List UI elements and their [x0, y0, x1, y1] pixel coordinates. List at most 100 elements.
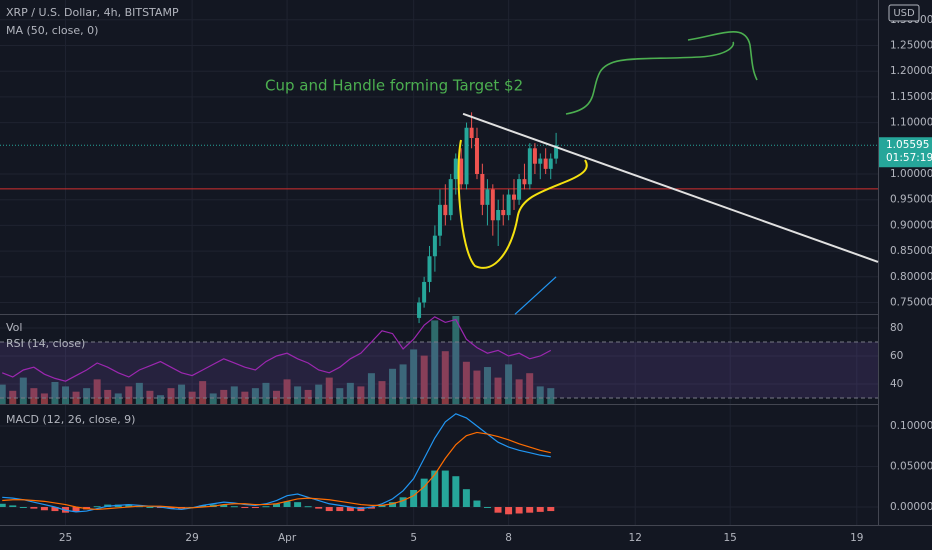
volume-bar [483, 367, 491, 404]
volume-bar [410, 349, 418, 404]
volume-bar [156, 395, 164, 404]
candle-body [469, 127, 474, 139]
candle-body [464, 127, 469, 185]
volume-bar [378, 381, 386, 404]
currency-label: USD [893, 8, 915, 19]
volume-bar [441, 351, 449, 404]
volume-bar [93, 379, 101, 404]
macd-hist-bar [167, 507, 175, 509]
macd-hist-bar [251, 507, 259, 509]
macd-hist-bar [51, 507, 59, 512]
macd-hist-bar [389, 502, 397, 508]
volume-bar [125, 386, 133, 404]
macd-hist-bar [367, 507, 375, 509]
volume-bar [399, 364, 407, 404]
candle-body [543, 158, 548, 169]
annotation: Cup and Handle forming Target $2 [265, 77, 523, 95]
macd-hist-bar [378, 505, 386, 508]
y-tick-label: 60 [890, 350, 903, 362]
volume-bar [72, 391, 80, 404]
candle-body [532, 148, 537, 164]
macd-hist-bar [146, 507, 154, 509]
macd-hist-bar [399, 497, 407, 508]
macd-hist-bar [272, 503, 280, 508]
volume-bar [515, 379, 523, 404]
x-tick-label: Apr [278, 532, 297, 544]
candle-body [512, 194, 517, 200]
candle-body [480, 174, 485, 205]
target-drawing [565, 31, 758, 115]
macd-hist-bar [72, 507, 80, 512]
volume-bar [220, 389, 228, 404]
macd-hist-bar [410, 489, 418, 508]
volume-bar [346, 382, 354, 404]
macd-hist-bar [220, 504, 228, 508]
macd-hist-bar [9, 505, 17, 508]
macd-hist-bar [0, 503, 6, 508]
macd-hist-bar [473, 500, 481, 508]
macd-hist-bar [536, 507, 544, 512]
macd-hist-bar [230, 506, 238, 508]
symbol-title: XRP / U.S. Dollar, 4h, BITSTAMP [6, 6, 179, 19]
volume-bar [367, 373, 375, 404]
volume-bar [357, 386, 365, 404]
macd-hist-bar [325, 507, 333, 512]
volume-bar [62, 386, 70, 404]
candle-body [538, 158, 543, 164]
volume-bar [315, 384, 323, 404]
cup-drawing [457, 139, 588, 269]
volume-bar [241, 391, 249, 404]
volume-bar [294, 386, 302, 404]
vol-legend: Vol [6, 321, 22, 334]
volume-bar [283, 379, 291, 404]
grid [0, 0, 878, 525]
y-tick-label: 0.10000 [890, 420, 932, 432]
volume-bar [83, 388, 91, 404]
x-tick-label: 5 [410, 532, 417, 544]
candle-body [459, 158, 464, 185]
trend-line [462, 112, 879, 263]
candle-body [453, 158, 458, 180]
volume-bar [230, 386, 238, 404]
volume-bar [494, 377, 502, 404]
volume-bar [104, 389, 112, 404]
volume-bar [114, 393, 122, 404]
volume-bar [505, 364, 513, 404]
price-tag-label: 1.05595 [886, 139, 929, 151]
candle-body [474, 138, 479, 175]
currency-button[interactable] [888, 4, 920, 22]
volume-bar [452, 316, 460, 404]
candle-body [417, 302, 422, 318]
macd-hist-bar [346, 507, 354, 512]
candle-body [437, 204, 442, 236]
marks [0, 112, 879, 515]
volume-bar [209, 393, 217, 404]
volume-bar [272, 390, 280, 404]
candle-body [422, 281, 427, 303]
candle-body [443, 204, 448, 216]
volume-bar [462, 361, 470, 404]
y-tick-label: 1.25000 [890, 39, 932, 51]
macd-legend: MACD (12, 26, close, 9) [6, 413, 135, 426]
macd-hist-bar [452, 476, 460, 508]
macd-hist-bar [19, 507, 27, 509]
candle-body [427, 256, 432, 282]
y-tick-label: 0.85000 [890, 245, 932, 257]
candle-body [496, 209, 501, 221]
candle-body [448, 179, 453, 216]
rsi-line [1, 316, 552, 382]
signal-line [2, 431, 551, 511]
macd-hist-bar [93, 506, 101, 508]
y-tick-label: 1.20000 [890, 65, 932, 77]
y-tick-label: 0.90000 [890, 219, 932, 231]
x-tick-label: 25 [59, 532, 72, 544]
volume-bar [547, 388, 555, 404]
candle-body [432, 235, 437, 257]
price-tag [879, 137, 932, 168]
volume-bar [325, 377, 333, 404]
volume-bar [30, 388, 38, 404]
macd-hist-bar [441, 470, 449, 508]
macd-hist-bar [241, 507, 249, 509]
